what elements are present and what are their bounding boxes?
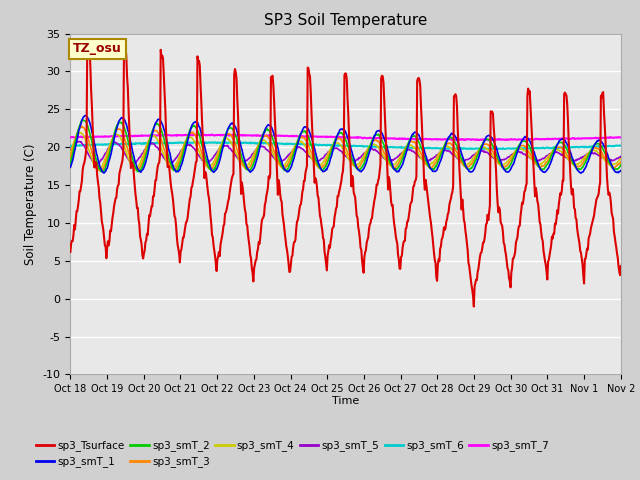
sp3_smT_7 <box>189 132 196 138</box>
sp3_smT_3 <box>97 168 104 174</box>
sp3_Tsurface <box>134 205 141 211</box>
sp3_smT_2 <box>79 117 87 123</box>
sp3_smT_1 <box>190 120 198 126</box>
sp3_smT_6 <box>413 145 421 151</box>
sp3_smT_1 <box>219 145 227 151</box>
Line: sp3_smT_6: sp3_smT_6 <box>70 142 621 149</box>
sp3_smT_2 <box>134 168 142 174</box>
sp3_Tsurface <box>617 263 625 269</box>
X-axis label: Time: Time <box>332 396 359 406</box>
sp3_Tsurface <box>190 175 198 180</box>
Text: TZ_osu: TZ_osu <box>73 42 122 55</box>
sp3_smT_7 <box>77 134 84 140</box>
Legend: sp3_Tsurface, sp3_smT_1, sp3_smT_2, sp3_smT_3, sp3_smT_4, sp3_smT_5, sp3_smT_6, : sp3_Tsurface, sp3_smT_1, sp3_smT_2, sp3_… <box>31 436 553 471</box>
sp3_smT_2 <box>220 138 227 144</box>
sp3_smT_4 <box>191 139 198 144</box>
sp3_smT_4 <box>67 150 74 156</box>
Title: SP3 Soil Temperature: SP3 Soil Temperature <box>264 13 428 28</box>
sp3_smT_3 <box>78 123 86 129</box>
sp3_smT_4 <box>95 167 102 172</box>
sp3_Tsurface <box>413 78 421 84</box>
Line: sp3_smT_5: sp3_smT_5 <box>70 142 621 163</box>
sp3_smT_1 <box>429 168 437 174</box>
sp3_smT_6 <box>617 143 625 149</box>
sp3_smT_5 <box>67 147 74 153</box>
sp3_smT_1 <box>413 131 421 136</box>
sp3_Tsurface <box>67 249 74 255</box>
sp3_smT_7 <box>219 132 227 138</box>
sp3_smT_4 <box>414 149 422 155</box>
sp3_smT_3 <box>77 125 84 131</box>
sp3_smT_1 <box>77 122 84 128</box>
sp3_smT_3 <box>134 166 142 172</box>
sp3_smT_5 <box>617 154 625 159</box>
sp3_smT_5 <box>93 160 100 166</box>
Line: sp3_smT_2: sp3_smT_2 <box>70 120 621 171</box>
sp3_smT_4 <box>617 156 625 162</box>
sp3_smT_2 <box>191 123 198 129</box>
sp3_smT_5 <box>430 155 438 160</box>
Line: sp3_smT_3: sp3_smT_3 <box>70 126 621 171</box>
sp3_smT_6 <box>211 139 219 145</box>
Line: sp3_Tsurface: sp3_Tsurface <box>70 44 621 307</box>
sp3_smT_4 <box>220 139 227 144</box>
sp3_smT_5 <box>414 152 422 157</box>
sp3_smT_1 <box>67 165 74 170</box>
Line: sp3_smT_1: sp3_smT_1 <box>70 116 621 173</box>
sp3_smT_5 <box>220 144 227 150</box>
sp3_smT_6 <box>495 146 502 152</box>
sp3_smT_1 <box>617 168 625 173</box>
sp3_smT_3 <box>67 155 74 161</box>
sp3_smT_6 <box>189 140 196 145</box>
sp3_smT_7 <box>133 133 141 139</box>
sp3_smT_1 <box>134 166 141 172</box>
sp3_smT_2 <box>414 137 422 143</box>
sp3_smT_1 <box>81 113 89 119</box>
sp3_smT_5 <box>77 139 85 144</box>
sp3_smT_6 <box>219 140 227 145</box>
sp3_smT_7 <box>208 132 216 138</box>
sp3_smT_7 <box>429 137 437 143</box>
sp3_smT_7 <box>67 134 74 140</box>
sp3_Tsurface <box>219 229 227 235</box>
sp3_smT_4 <box>134 164 142 169</box>
sp3_smT_7 <box>476 137 483 143</box>
sp3_smT_1 <box>577 170 585 176</box>
sp3_smT_2 <box>430 167 438 172</box>
Line: sp3_smT_7: sp3_smT_7 <box>70 135 621 140</box>
sp3_smT_7 <box>413 136 421 142</box>
sp3_smT_6 <box>67 143 74 149</box>
sp3_smT_4 <box>430 158 438 164</box>
sp3_smT_3 <box>220 137 227 143</box>
sp3_smT_4 <box>77 130 85 135</box>
sp3_smT_6 <box>429 145 437 151</box>
sp3_smT_6 <box>133 141 141 146</box>
sp3_Tsurface <box>77 188 84 194</box>
sp3_smT_5 <box>74 139 81 144</box>
sp3_smT_3 <box>191 132 198 137</box>
sp3_smT_5 <box>191 146 198 152</box>
sp3_smT_3 <box>430 162 438 168</box>
sp3_smT_3 <box>617 159 625 165</box>
sp3_Tsurface <box>470 304 477 310</box>
sp3_smT_2 <box>617 162 625 168</box>
sp3_Tsurface <box>429 242 437 248</box>
sp3_smT_7 <box>617 134 625 140</box>
sp3_Tsurface <box>84 41 92 47</box>
Y-axis label: Soil Temperature (C): Soil Temperature (C) <box>24 143 37 265</box>
sp3_smT_4 <box>76 130 83 135</box>
sp3_smT_3 <box>414 144 422 150</box>
sp3_smT_2 <box>134 168 141 174</box>
sp3_smT_6 <box>77 143 84 148</box>
Line: sp3_smT_4: sp3_smT_4 <box>70 132 621 169</box>
sp3_smT_5 <box>134 156 142 162</box>
sp3_smT_2 <box>77 121 84 127</box>
sp3_smT_2 <box>67 160 74 166</box>
